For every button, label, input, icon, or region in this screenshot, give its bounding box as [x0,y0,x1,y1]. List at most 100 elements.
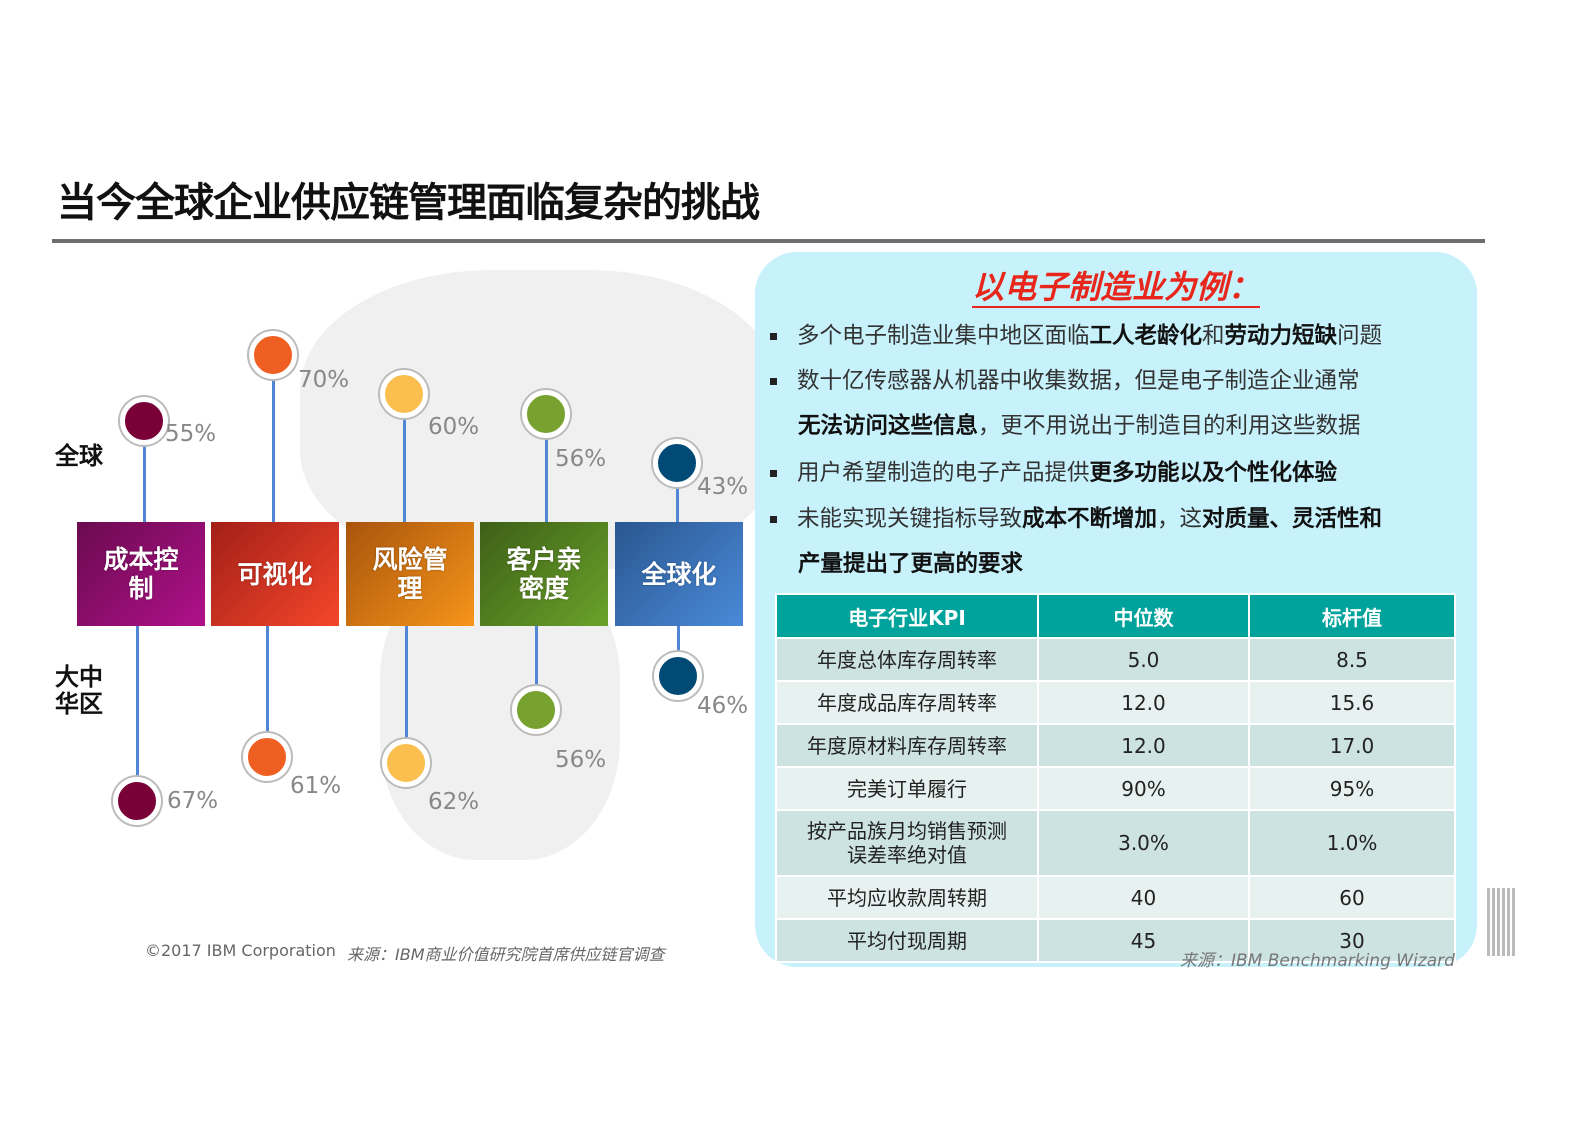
category-box: 成本控制 [77,522,205,626]
table-row: 年度总体库存周转率 5.0 8.5 [775,637,1456,682]
value-global: 55% [165,421,217,447]
table-cell: 40 [1037,875,1250,920]
bullet-item: 数十亿传感器从机器中收集数据，但是电子制造企业通常 [770,363,1360,395]
copyright: ©2017 IBM Corporation [145,941,336,960]
table-row: 完美订单履行 90% 95% [775,766,1456,811]
category-label: 风险管理 [372,545,448,603]
table-cell: 完美订单履行 [775,766,1039,811]
marker-china [113,777,161,825]
category-label: 可视化 [237,559,313,589]
table-cell: 30 [1248,918,1456,963]
category-box: 可视化 [211,522,339,626]
marker-global [380,370,428,418]
table-cell: 3.0% [1037,809,1250,877]
marker-global [120,397,168,445]
table-cell: 90% [1037,766,1250,811]
bullet-text: 劳动力短缺 [1224,323,1338,349]
table-cell: 8.5 [1248,637,1456,682]
bullet-item: 产量提出了更高的要求 [798,546,1023,578]
ibm-logo [1487,888,1517,956]
kpi-table: 电子行业KPI 中位数 标杆值 年度总体库存周转率 5.0 8.5 年度成品库存周转率 12… [775,593,1456,963]
category-box: 风险管理 [346,522,474,626]
stem-china [677,626,680,676]
marker-china [512,686,560,734]
table-cell: 年度成品库存周转率 [775,680,1039,725]
row-label-greater-china: 大中华区 [55,663,103,718]
stem-global [143,421,146,522]
table-cell: 12.0 [1037,723,1250,768]
value-china: 67% [167,788,219,814]
category-box: 客户亲密度 [480,522,608,626]
table-cell: 95% [1248,766,1456,811]
marker-global [653,439,701,487]
stem-global [676,463,679,522]
category-box: 全球化 [615,522,743,626]
table-cell: 年度原材料库存周转率 [775,723,1039,768]
bullet-text: 成本不断增加 [1022,506,1158,532]
table-header: 电子行业KPI [775,593,1039,639]
table-source: 来源：IBM Benchmarking Wizard [1180,951,1455,971]
table-cell: 按产品族月均销售预测 误差率绝对值 [775,809,1039,877]
bullet-text: ，这 [1157,506,1203,532]
marker-global [249,331,297,379]
table-cell: 1.0% [1248,809,1456,877]
stem-china [535,626,538,710]
marker-china [654,652,702,700]
bullet-text: 无法访问这些信息 [798,413,979,439]
title-divider [52,239,1485,243]
bullet-icon [770,378,777,385]
value-global: 43% [697,474,749,500]
value-china: 46% [697,693,749,719]
value-china: 62% [428,789,480,815]
bullet-icon [770,470,777,477]
bullet-text: 产量提出了更高的要求 [798,551,1024,577]
stem-china [405,626,408,763]
row-label-global: 全球 [55,442,103,470]
bullet-text: 问题 [1337,323,1383,349]
marker-china [382,739,430,787]
bullet-text: ，更不用说出于制造目的利用这些数据 [978,413,1361,439]
table-row: 年度原材料库存周转率 12.0 17.0 [775,723,1456,768]
bullet-text: 对质量、灵活性和 [1202,506,1383,532]
table-cell: 平均应收款周转期 [775,875,1039,920]
table-cell: 45 [1037,918,1250,963]
table-cell: 年度总体库存周转率 [775,637,1039,682]
bullet-text: 未能实现关键指标导致 [797,506,1023,532]
table-cell: 平均付现周期 [775,918,1039,963]
table-cell: 5.0 [1037,637,1250,682]
table-header: 中位数 [1037,593,1250,639]
bullet-item: 多个电子制造业集中地区面临工人老龄化和劳动力短缺问题 [770,318,1382,350]
page-title: 当今全球企业供应链管理面临复杂的挑战 [57,180,760,226]
table-header: 标杆值 [1248,593,1456,639]
bullet-text: 工人老龄化 [1089,323,1203,349]
bullet-text: 用户希望制造的电子产品提供 [797,460,1090,486]
table-cell: 60 [1248,875,1456,920]
value-china: 56% [555,747,607,773]
value-global: 60% [428,414,480,440]
bullet-item: 用户希望制造的电子产品提供更多功能以及个性化体验 [770,455,1337,487]
survey-source: 来源：IBM商业价值研究院首席供应链官调查 [347,945,665,964]
category-label: 成本控制 [103,545,179,603]
marker-global [522,390,570,438]
bullet-icon [770,516,777,523]
bullet-text: 和 [1202,323,1225,349]
table-cell: 17.0 [1248,723,1456,768]
table-row: 年度成品库存周转率 12.0 15.6 [775,680,1456,725]
table-cell: 12.0 [1037,680,1250,725]
table-row: 平均应收款周转期 40 60 [775,875,1456,920]
bullet-item: 无法访问这些信息，更不用说出于制造目的利用这些数据 [798,408,1361,440]
value-china: 61% [290,773,342,799]
bullet-text: 多个电子制造业集中地区面临 [797,323,1090,349]
stem-china [266,626,269,757]
table-row: 平均付现周期 45 30 [775,918,1456,963]
value-global: 70% [298,367,350,393]
panel-subtitle: 以电子制造业为例： [971,268,1260,308]
stem-global [545,414,548,522]
table-row: 按产品族月均销售预测 误差率绝对值 3.0% 1.0% [775,809,1456,877]
bullet-icon [770,333,777,340]
stem-china [136,626,139,801]
bullet-text: 数十亿传感器从机器中收集数据，但是电子制造企业通常 [797,368,1360,394]
marker-china [243,733,291,781]
stem-global [403,394,406,522]
category-label: 客户亲密度 [506,545,582,603]
